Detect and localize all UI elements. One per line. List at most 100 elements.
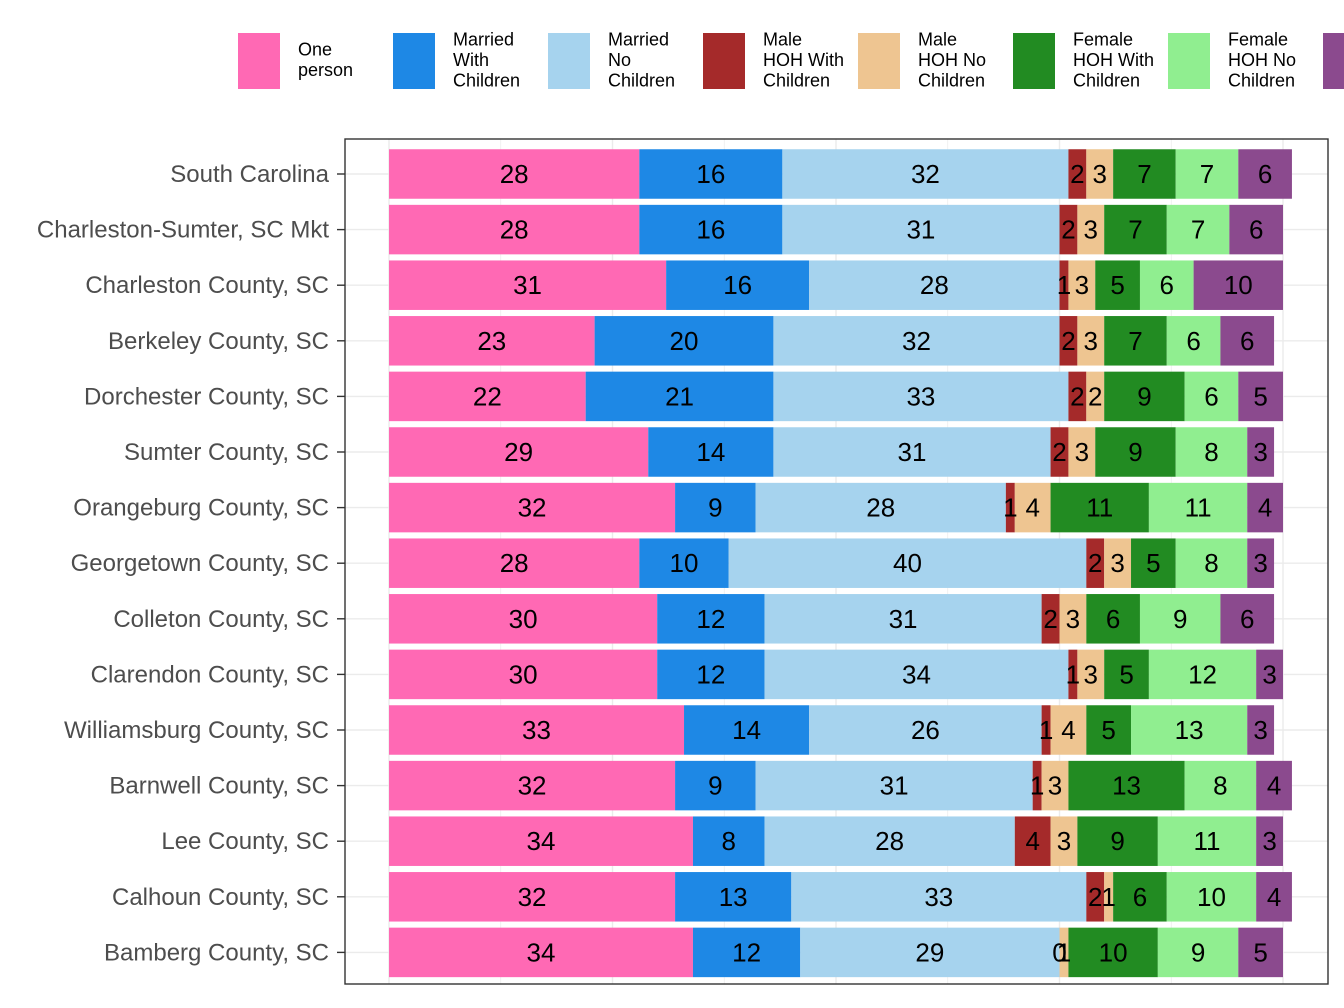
data-label: 2 [1088,381,1102,411]
bar-segment-orangeburg-county-sc-series-6 [1148,482,1248,533]
bar-segment-charleston-sumter-sc-mkt-series-0 [389,204,640,255]
bar-segment-sumter-county-sc-series-2 [773,427,1051,477]
bar-segment-orangeburg-county-sc-series-1 [675,482,756,533]
bar-segment-charleston-county-sc-series-4 [1068,260,1096,310]
bar-segment-colleton-county-sc-series-5 [1086,594,1140,644]
bar-row-charleston-sumter-sc-mkt [389,204,1283,255]
data-label: 33 [924,882,953,912]
data-label: 3 [1262,659,1276,689]
legend-label: Male [763,29,802,49]
y-tick-label: Orangeburg County, SC [73,495,329,522]
data-label: 9 [1173,604,1187,634]
data-label: 28 [866,493,895,523]
data-label: 9 [708,493,722,523]
legend-label: HOH With [763,50,844,70]
legend-key [858,33,900,89]
bar-segment-charleston-county-sc-series-2 [809,260,1060,310]
bar-segment-georgetown-county-sc-series-3 [1086,538,1105,588]
data-label: 11 [1086,493,1113,523]
data-label: 8 [1204,437,1218,467]
bar-segment-berkeley-county-sc-series-6 [1166,316,1221,366]
data-label: 26 [911,715,940,745]
data-label: 28 [920,270,949,300]
bar-row-berkeley-county-sc [389,316,1275,366]
bar-segment-bamberg-county-sc-series-6 [1157,927,1239,978]
data-label: 30 [509,604,538,634]
y-tick-label: Colleton County, SC [113,606,329,633]
data-label: 2 [1070,159,1084,189]
bar-segment-charleston-county-sc-series-6 [1139,260,1194,310]
data-label: 8 [721,826,735,856]
data-label: 3 [1092,159,1106,189]
data-label: 3 [1075,437,1089,467]
bar-segment-williamsburg-county-sc-series-4 [1050,705,1087,755]
bar-segment-calhoun-county-sc-series-6 [1166,872,1257,922]
bar-row-calhoun-county-sc [389,872,1292,922]
bar-segment-colleton-county-sc-series-6 [1139,594,1221,644]
bar-segment-lee-county-sc-series-2 [764,816,1015,866]
data-label: 4 [1025,826,1039,856]
bar-segment-georgetown-county-sc-series-4 [1104,538,1132,588]
data-label: 12 [1188,659,1217,689]
bar-row-lee-county-sc [389,816,1283,866]
bar-segment-orangeburg-county-sc-series-3 [1005,482,1015,533]
bar-segment-colleton-county-sc-series-1 [657,594,765,644]
bar-segment-charleston-county-sc-series-7 [1193,260,1283,310]
bar-segment-orangeburg-county-sc-series-0 [389,482,676,533]
bar-segment-orangeburg-county-sc-series-5 [1050,482,1149,533]
data-label: 14 [732,715,761,745]
bar-segment-clarendon-county-sc-series-6 [1148,649,1257,700]
data-label: 28 [500,548,529,578]
bar-segment-orangeburg-county-sc-series-7 [1247,482,1283,533]
data-label: 0 [1052,937,1066,967]
bar-row-georgetown-county-sc [389,538,1275,588]
data-label: 5 [1110,270,1124,300]
data-label: 6 [1240,604,1254,634]
data-label: 8 [1213,771,1227,801]
legend-item-8 [1323,33,1344,89]
data-label: 16 [723,270,752,300]
bar-segment-sumter-county-sc-series-7 [1247,427,1275,477]
data-label: 9 [1191,937,1205,967]
y-tick-label: Williamsburg County, SC [64,717,329,744]
bar-segment-georgetown-county-sc-series-1 [639,538,729,588]
data-label: 2 [1043,604,1057,634]
bar-segment-barnwell-county-sc-series-2 [755,760,1033,811]
bar-segment-lee-county-sc-series-0 [389,816,693,866]
bar-segment-south-carolina-series-6 [1175,149,1239,199]
data-label: 5 [1253,381,1267,411]
data-label: 10 [670,548,699,578]
y-tick-label: Berkeley County, SC [108,328,329,355]
bar-segment-clarendon-county-sc-series-1 [657,649,765,700]
y-tick-label: Charleston County, SC [85,272,329,299]
data-label: 13 [1175,715,1204,745]
bar-segment-sumter-county-sc-series-6 [1175,427,1248,477]
bar-segment-dorchester-county-sc-series-7 [1238,371,1283,422]
bar-segment-bamberg-county-sc-series-2 [800,927,1060,978]
bar-segment-georgetown-county-sc-series-2 [728,538,1087,588]
data-label: 3 [1057,826,1071,856]
legend-label: Married [453,29,514,49]
bar-segment-williamsburg-county-sc-series-7 [1247,705,1275,755]
bar-row-bamberg-county-sc [389,927,1283,978]
bar-row-south-carolina [389,149,1292,199]
bar-segment-charleston-county-sc-series-3 [1059,260,1069,310]
y-tick-label: Calhoun County, SC [112,884,329,911]
bar-segment-dorchester-county-sc-series-1 [585,371,774,422]
legend-key [238,33,280,89]
data-label: 2 [1061,326,1075,356]
data-label: 3 [1253,715,1267,745]
data-label: 3 [1048,771,1062,801]
legend-label: person [298,60,353,80]
data-label: 40 [893,548,922,578]
bar-row-sumter-county-sc [389,427,1275,477]
data-label: 3 [1084,659,1098,689]
data-label: 31 [513,270,542,300]
legend-label: HOH No [918,50,986,70]
y-tick-label: Sumter County, SC [124,439,329,466]
y-tick-label: Charleston-Sumter, SC Mkt [37,217,329,244]
bar-segment-calhoun-county-sc-series-7 [1256,872,1292,922]
